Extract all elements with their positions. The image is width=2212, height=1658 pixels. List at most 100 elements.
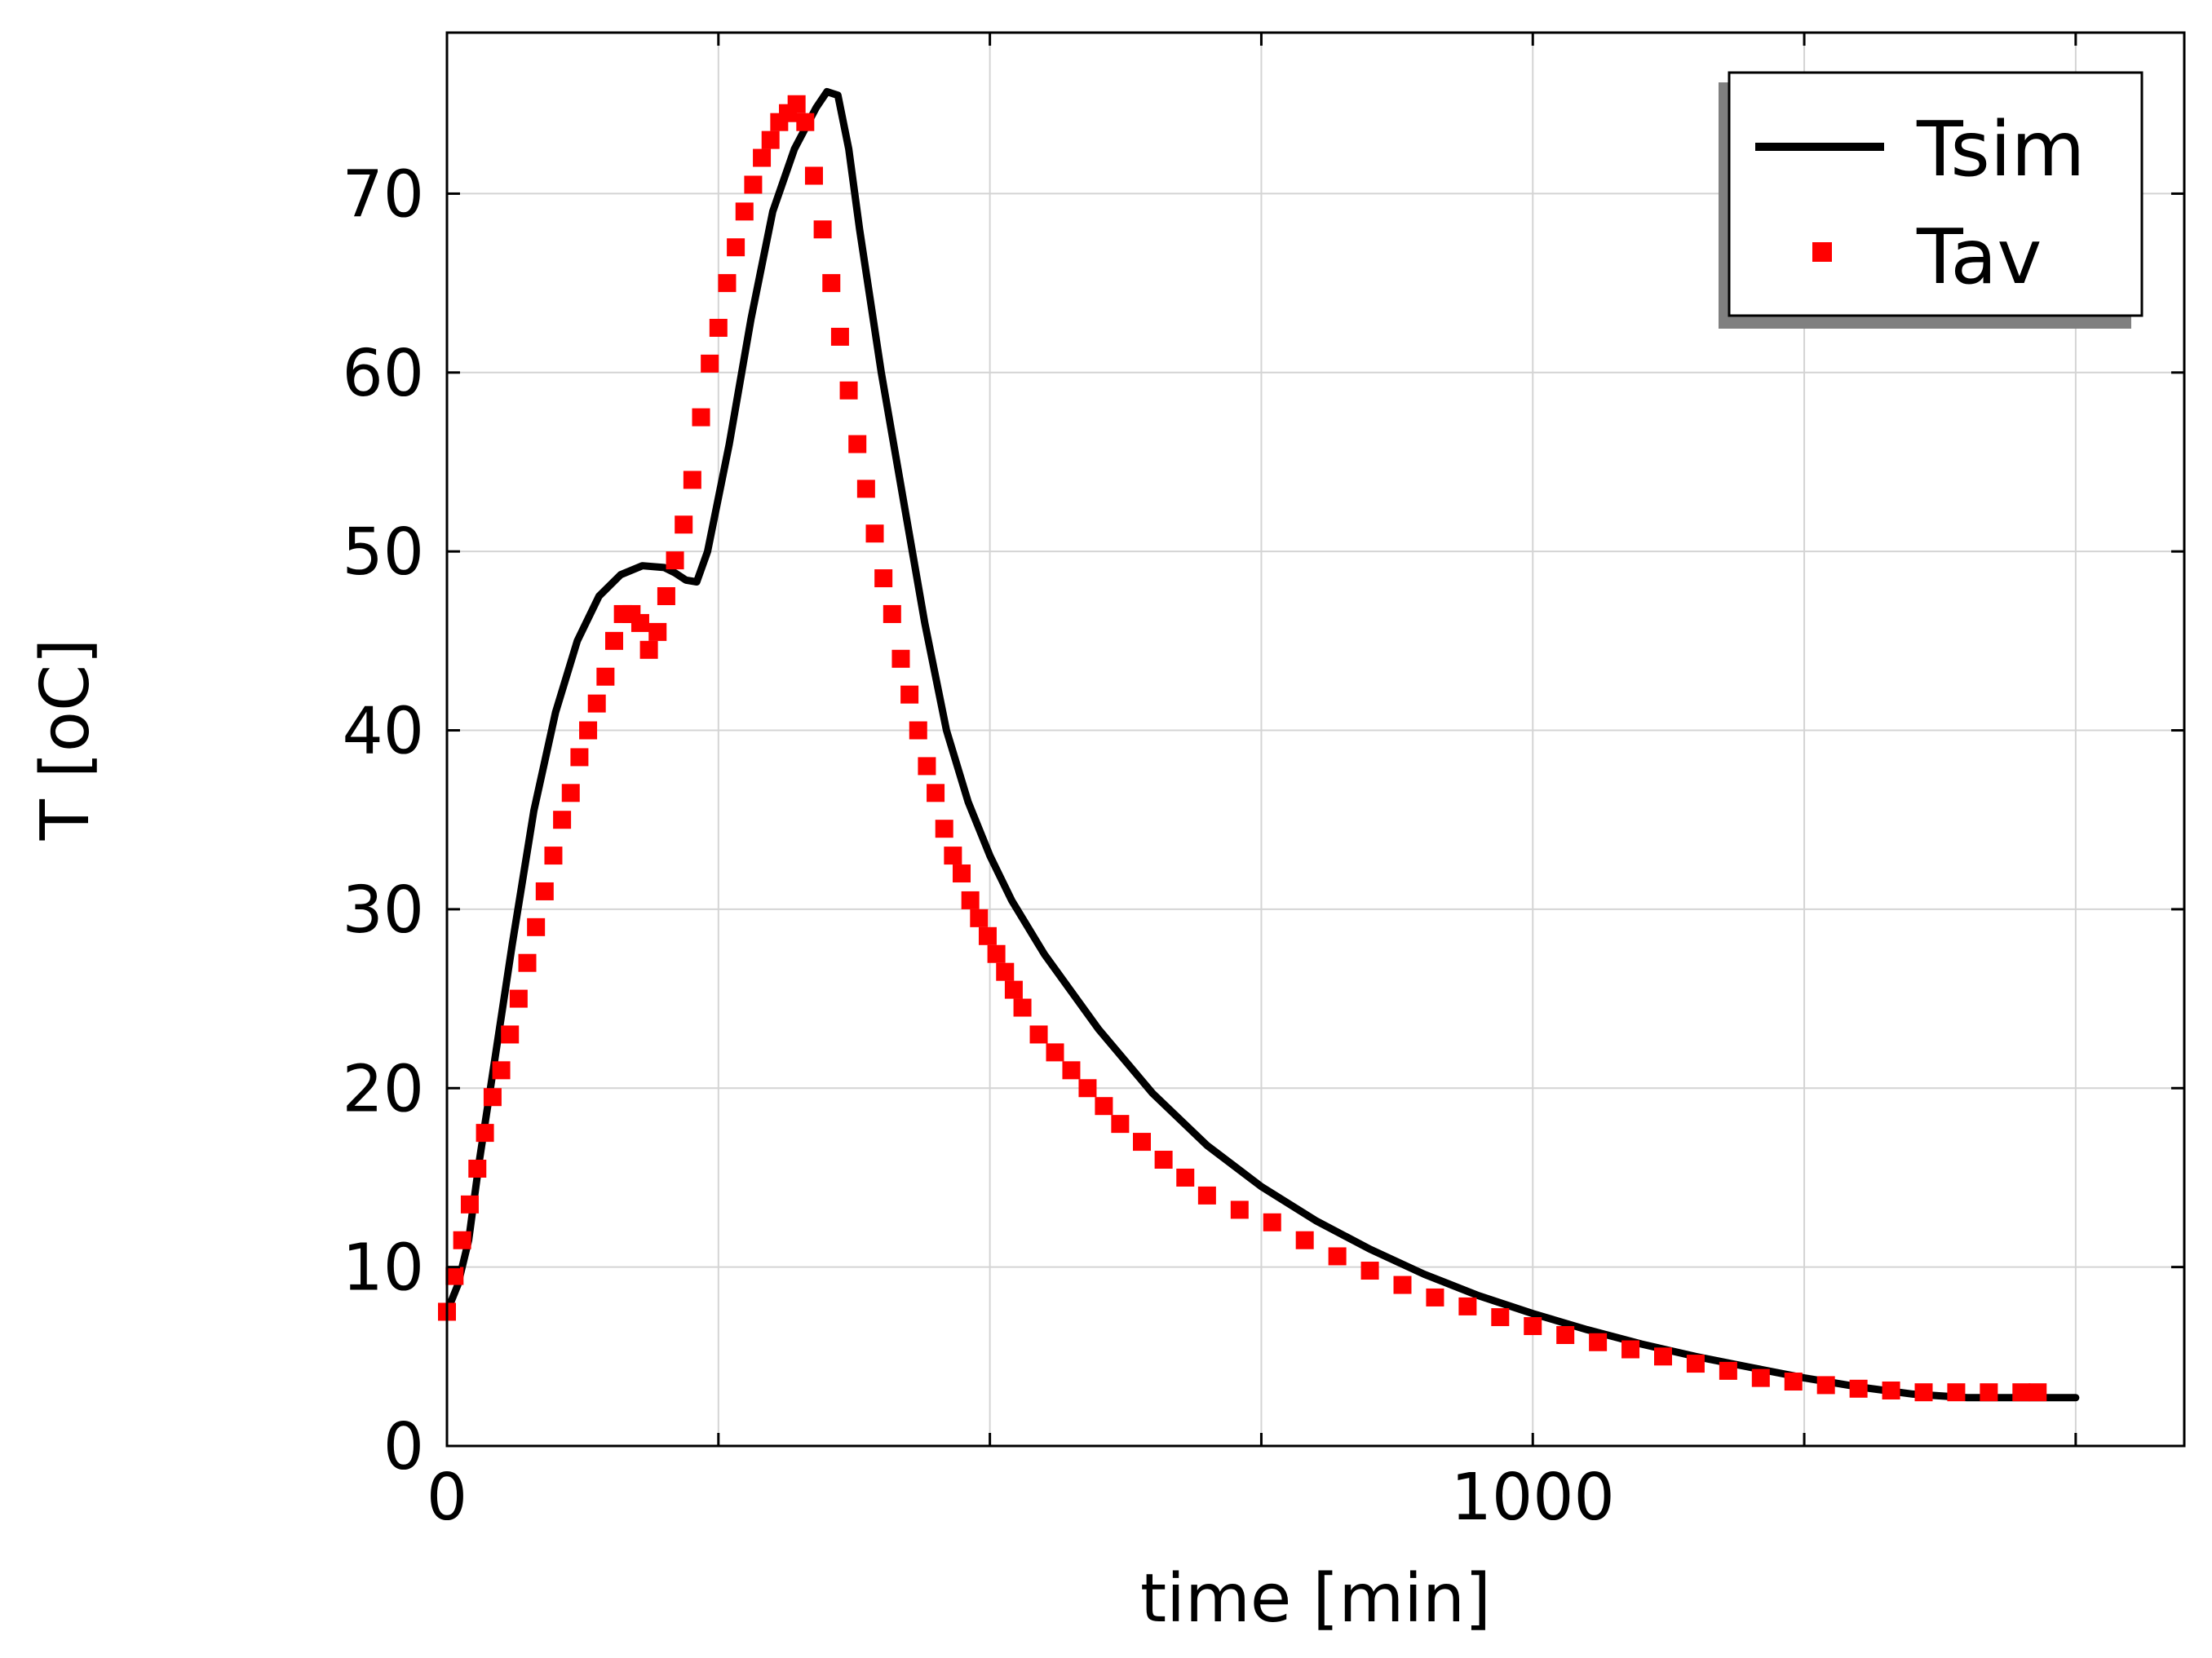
tav-marker [1947, 1383, 1966, 1402]
tav-marker [1230, 1200, 1249, 1219]
tav-marker [883, 604, 901, 623]
tav-marker [630, 613, 649, 632]
tav-marker [460, 1195, 479, 1214]
tav-marker [2028, 1383, 2047, 1402]
x-axis-title: time [min] [1140, 1560, 1491, 1638]
tav-marker [2012, 1383, 2031, 1402]
tav-marker [830, 327, 849, 346]
tav-marker [1046, 1043, 1064, 1062]
tav-marker [987, 944, 1006, 963]
tav-marker [804, 166, 823, 185]
tav-marker [796, 113, 815, 131]
tav-marker [1589, 1333, 1608, 1351]
tav-marker [1004, 980, 1023, 999]
tav-marker [900, 685, 919, 704]
tav-marker [1263, 1213, 1281, 1231]
y-tick-label: 10 [342, 1231, 424, 1306]
tav-marker [1980, 1383, 1998, 1402]
tav-marker [468, 1159, 487, 1178]
tav-marker [761, 130, 780, 149]
tav-marker [1154, 1151, 1173, 1169]
tav-marker [561, 784, 580, 802]
y-tick-label: 30 [342, 873, 424, 948]
legend-tav-label: Tav [1916, 213, 2042, 301]
tav-marker [1029, 1025, 1048, 1044]
x-tick-label: 1000 [1451, 1460, 1615, 1535]
tav-marker [1111, 1115, 1130, 1134]
tav-marker [579, 721, 598, 740]
x-tick-label: 0 [427, 1460, 467, 1535]
tav-marker [657, 587, 675, 606]
tav-marker [944, 847, 962, 865]
tav-marker [1556, 1325, 1575, 1344]
tav-marker [1078, 1079, 1097, 1098]
tav-marker [822, 274, 841, 293]
tav-marker [1133, 1133, 1151, 1152]
tav-marker [1095, 1097, 1113, 1116]
tav-marker [1062, 1061, 1081, 1080]
tav-marker [692, 408, 710, 427]
tav-marker [527, 917, 546, 936]
tav-marker [978, 926, 997, 945]
tav-marker [666, 551, 684, 570]
y-tick-label: 0 [383, 1409, 424, 1484]
tav-marker [701, 354, 719, 373]
tav-marker [596, 667, 615, 686]
tav-marker [1914, 1383, 1933, 1402]
tav-marker [1197, 1186, 1216, 1205]
tav-marker [1784, 1373, 1803, 1391]
tav-marker [727, 238, 745, 257]
tav-marker [1176, 1168, 1195, 1187]
y-tick-label: 40 [342, 694, 424, 769]
tav-marker [1426, 1288, 1444, 1307]
tav-marker [874, 569, 893, 588]
tav-marker [1458, 1297, 1477, 1315]
tav-marker [453, 1231, 471, 1249]
grid-lines [447, 33, 2184, 1446]
tav-marker [1360, 1262, 1379, 1280]
tav-marker [996, 962, 1015, 981]
tav-marker [970, 909, 989, 927]
y-axis-title: T [oC] [27, 639, 104, 842]
tav-marker [605, 631, 624, 650]
tav-marker [587, 694, 606, 713]
legend: Tsim Tav [1719, 71, 2143, 329]
tav-marker [839, 381, 858, 400]
tav-marker [1524, 1317, 1542, 1336]
tav-marker [1654, 1347, 1672, 1366]
tav-marker [787, 95, 806, 113]
tav-marker [518, 953, 537, 972]
y-tick-label: 70 [342, 157, 424, 232]
legend-box [1728, 71, 2143, 317]
tav-marker [891, 649, 910, 668]
tav-marker [544, 847, 563, 865]
tav-marker [735, 202, 754, 221]
tav-marker [813, 220, 832, 239]
tav-marker [570, 748, 589, 767]
tav-marker [953, 864, 971, 883]
tav-marker [683, 471, 701, 489]
tav-marker [927, 784, 945, 802]
tav-marker [501, 1025, 520, 1044]
tav-marker [753, 148, 772, 167]
tav-marker [1849, 1379, 1868, 1398]
tav-marker [675, 515, 693, 534]
tav-marker [1491, 1308, 1510, 1327]
tav-marker [483, 1088, 502, 1107]
plot-series [438, 87, 2080, 1402]
tav-marker [865, 524, 884, 543]
tav-marker [935, 820, 953, 838]
tav-marker [856, 480, 875, 498]
tav-marker [744, 175, 763, 194]
tav-marker [553, 811, 572, 829]
tav-marker [648, 622, 667, 641]
tav-marker [1013, 998, 1032, 1017]
tav-marker [1816, 1376, 1835, 1395]
tav-marker [848, 435, 867, 453]
tav-marker [1295, 1231, 1314, 1249]
y-tick-label: 60 [342, 336, 424, 411]
tav-marker [1621, 1340, 1640, 1359]
legend-tav-swatch [1812, 242, 1832, 262]
tav-marker [509, 989, 528, 1008]
